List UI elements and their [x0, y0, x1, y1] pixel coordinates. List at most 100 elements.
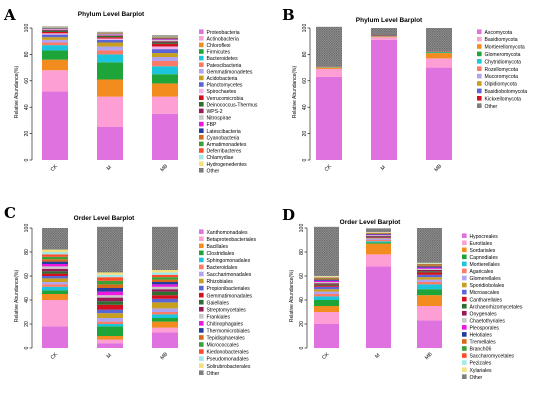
bar-segment: [314, 277, 339, 278]
legend-label: Tepidisphaerales: [207, 336, 246, 342]
legend-label: Chlamydiae: [207, 155, 234, 161]
legend-label: Pseudomonadales: [207, 357, 250, 363]
bar-segment: [152, 57, 178, 61]
legend-label: Proteobacteria: [207, 30, 240, 36]
legend-label: Eurotiales: [470, 241, 493, 247]
bar-segment: [97, 313, 123, 318]
y-tick-label: 20: [24, 321, 30, 327]
bar-segment: [42, 326, 68, 348]
legend-swatch: [199, 42, 204, 48]
x-tick-label: CK: [321, 351, 331, 361]
legend-swatch: [477, 88, 482, 94]
legend-label: Deinococcus-Thermus: [207, 102, 258, 108]
x-ticks: CK M MB: [50, 163, 170, 173]
legend-label: Basidiomycota: [485, 37, 518, 43]
panel-order-bacteria: C Order Level Barplot Relative Abundance…: [4, 204, 257, 377]
legend-label: Xanthomonadales: [207, 230, 249, 236]
legend-label: Micrococcales: [207, 343, 240, 349]
bar-segment: [42, 261, 68, 264]
legend-label: Betaproteobacteriales: [207, 237, 257, 243]
bar-segment: [314, 286, 339, 290]
bar-segment: [97, 35, 123, 38]
legend-swatch: [199, 95, 204, 100]
bar-segment: [152, 286, 178, 290]
x-ticks: CK M MB: [321, 351, 434, 361]
legend-label: Ascomycota: [485, 30, 513, 36]
bar-segment: [97, 291, 123, 296]
bar-segment: [417, 264, 442, 266]
bar-segment: [314, 283, 339, 285]
y-tick-label: 40: [299, 297, 305, 303]
bar-segment: [42, 228, 68, 250]
legend-label: Tremellales: [470, 340, 497, 346]
legend-label: Xylariales: [470, 368, 493, 374]
legend-swatch: [199, 75, 204, 81]
legend-label: Mortierellales: [470, 262, 501, 268]
bar-segment: [417, 271, 442, 273]
bar-segment: [42, 34, 68, 38]
legend-label: Other: [485, 104, 498, 110]
y-ticks: 0 20 40 60 80 100: [24, 224, 33, 349]
bar-segment: [426, 28, 452, 52]
x-tick-label: M: [106, 353, 113, 360]
legend-swatch: [477, 96, 482, 101]
bar-segment: [366, 235, 391, 236]
legend-label: Cyanobacteria: [207, 135, 240, 141]
bar-segment: [316, 68, 342, 77]
bar-segment: [97, 39, 123, 43]
legend-swatch: [462, 332, 467, 337]
bar-segment: [316, 67, 342, 69]
y-tick-label: 60: [24, 273, 30, 279]
bar-segment: [152, 46, 178, 50]
legend-label: Clostridiales: [207, 251, 235, 257]
bar-segment: [417, 262, 442, 264]
legend-swatch: [462, 374, 467, 379]
bar-segment: [314, 296, 339, 300]
bar-segment: [366, 242, 391, 244]
bar-segment: [42, 249, 68, 252]
bar-segment: [314, 279, 339, 281]
bar-segment: [42, 59, 68, 71]
bar-segment: [42, 282, 68, 285]
bar-segment: [42, 39, 68, 43]
bar-segment: [97, 31, 123, 33]
bar-segment: [97, 339, 123, 344]
bar-segment: [152, 41, 178, 43]
panel-label: C: [4, 204, 16, 222]
legend-label: Cantharellales: [470, 297, 503, 303]
legend-swatch: [477, 29, 482, 34]
y-tick-label: 80: [299, 249, 305, 255]
bar-segment: [417, 270, 442, 272]
legend-swatch: [199, 82, 204, 87]
legend-swatch: [199, 306, 204, 312]
legend-swatch: [199, 285, 204, 291]
bar-segment: [152, 277, 178, 280]
y-tick-label: 60: [302, 78, 308, 84]
bar-segment: [42, 276, 68, 279]
bar-segment: [152, 38, 178, 40]
legend-label: Agaricales: [470, 269, 494, 275]
legend-swatch: [199, 335, 204, 340]
legend-label: Planctomycetes: [207, 83, 243, 89]
bar-segment: [316, 26, 342, 67]
legend-swatch: [462, 325, 467, 330]
bar-segment: [152, 37, 178, 39]
bar-segment: [152, 282, 178, 285]
bar-segment: [97, 226, 123, 273]
bar-segment: [97, 272, 123, 275]
bar-segment: [42, 31, 68, 34]
bar-segment: [152, 39, 178, 40]
bar-segment: [97, 50, 123, 55]
legend-label: Basidiobolomycota: [485, 89, 528, 95]
bar-segment: [314, 276, 339, 278]
bar-segment: [97, 62, 123, 80]
bar-segment: [366, 234, 391, 236]
x-tick-label: MB: [159, 351, 169, 361]
legend-label: Capnodiales: [470, 255, 499, 261]
panel-title: Order Level Barplot: [340, 219, 402, 226]
bar-segment: [366, 238, 391, 239]
legend-swatch: [199, 161, 204, 166]
bar-segment: [314, 226, 339, 276]
bar-segment: [152, 83, 178, 97]
bar-segment: [97, 343, 123, 348]
